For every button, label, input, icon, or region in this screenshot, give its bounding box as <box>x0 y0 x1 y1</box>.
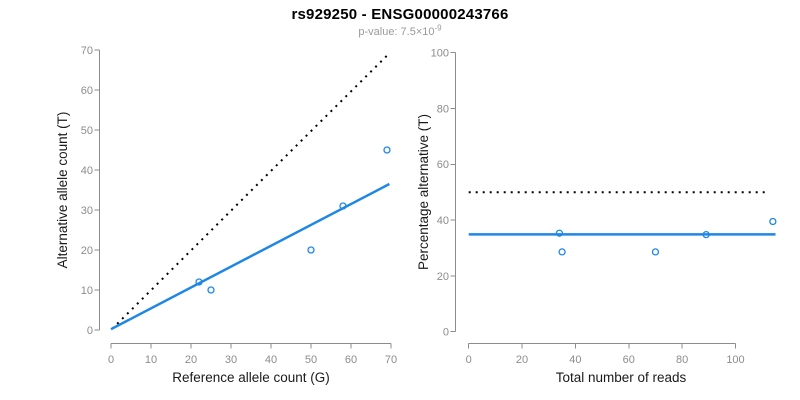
data-point <box>195 278 203 286</box>
y-tick-label: 60 <box>437 159 449 171</box>
x-tick-label: 70 <box>385 354 397 366</box>
data-point <box>651 248 660 256</box>
y-tick-label: 10 <box>81 285 93 297</box>
y-tick-label: 100 <box>431 48 449 60</box>
y-tick-label: 70 <box>81 45 93 57</box>
x-tick-label: 60 <box>623 354 635 366</box>
percentage-alternative-scatter: 0 20 40 60 80 100 0 20 40 60 80 100 Total number of … <box>416 48 777 385</box>
y-axis-title: Alternative allele count (T) <box>55 112 70 269</box>
data-point <box>769 217 777 226</box>
y-tick-label: 20 <box>437 271 449 283</box>
y-tick-label: 60 <box>81 85 93 97</box>
x-tick-label: 30 <box>225 354 237 366</box>
x-tick-label: 50 <box>305 354 317 366</box>
allele-count-scatter: 0 10 20 30 40 50 60 70 0 10 20 30 40 50 60 70 Reference … <box>55 45 397 385</box>
y-tick-label: 40 <box>437 215 449 227</box>
y-tick-label: 80 <box>437 103 449 115</box>
data-point <box>307 246 315 254</box>
p-value-text: p-value: 7.5×10 <box>358 26 435 38</box>
x-tick-label: 0 <box>108 354 114 366</box>
data-point <box>558 248 566 256</box>
x-tick-label: 40 <box>265 354 277 366</box>
x-tick-label: 100 <box>726 354 744 366</box>
data-point <box>383 146 391 154</box>
data-point <box>339 202 347 210</box>
y-tick-label: 50 <box>81 125 93 137</box>
y-tick-label: 0 <box>87 325 93 337</box>
x-tick-label: 40 <box>569 354 581 366</box>
y-tick-label: 20 <box>81 245 93 257</box>
identity-line <box>111 54 388 330</box>
x-tick-label: 20 <box>516 354 528 366</box>
fit-line <box>110 182 390 331</box>
data-point <box>702 230 710 239</box>
data-point <box>207 286 215 294</box>
p-value-exponent: -9 <box>434 23 442 33</box>
x-axis-title: Reference allele count (G) <box>172 370 330 385</box>
x-tick-label: 20 <box>185 354 197 366</box>
y-tick-label: 30 <box>81 205 93 217</box>
x-tick-label: 10 <box>145 354 157 366</box>
y-tick-label: 0 <box>443 327 449 339</box>
figure-subtitle: p-value: 7.5×10-9 <box>0 23 800 38</box>
y-tick-label: 40 <box>81 165 93 177</box>
x-tick-label: 80 <box>676 354 688 366</box>
y-axis-title: Percentage alternative (T) <box>416 114 431 270</box>
x-tick-label: 60 <box>345 354 357 366</box>
x-axis-title: Total number of reads <box>556 370 687 385</box>
figure-title: rs929250 - ENSG00000243766 <box>291 6 509 23</box>
x-tick-label: 0 <box>466 354 472 366</box>
data-point <box>555 229 564 237</box>
